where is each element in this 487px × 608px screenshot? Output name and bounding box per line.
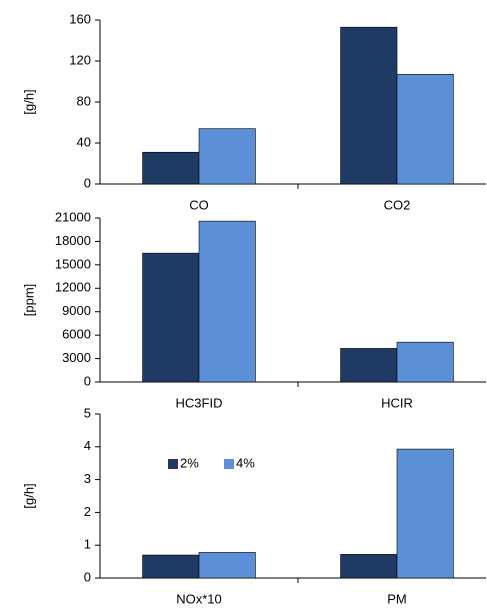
- y-axis-label: [g/h]: [21, 89, 36, 114]
- bar: [340, 26, 398, 185]
- y-tick-label: 3: [84, 471, 91, 486]
- x-tick-label: NOx*10: [176, 591, 222, 606]
- y-axis-label: [ppm]: [21, 284, 36, 317]
- bar: [396, 341, 454, 383]
- bar: [198, 128, 256, 185]
- y-axis-label: [g/h]: [21, 483, 36, 508]
- y-tick-label: 160: [69, 11, 91, 26]
- y-tick-label: 15000: [55, 256, 91, 271]
- x-tick-label: CO: [189, 197, 209, 212]
- legend-label: 2%: [180, 455, 199, 470]
- legend-swatch: [168, 459, 178, 469]
- y-tick-label: 6000: [62, 327, 91, 342]
- x-tick-label: PM: [387, 591, 407, 606]
- x-tick-label: HCIR: [381, 395, 413, 410]
- y-tick-label: 120: [69, 52, 91, 67]
- y-tick-label: 21000: [55, 209, 91, 224]
- y-tick-label: 2: [84, 504, 91, 519]
- y-tick-label: 0: [84, 175, 91, 190]
- y-tick-label: 3000: [62, 350, 91, 365]
- y-tick-label: 18000: [55, 233, 91, 248]
- y-tick-label: 80: [77, 93, 91, 108]
- bar: [142, 252, 200, 383]
- y-tick-label: 9000: [62, 303, 91, 318]
- y-tick-label: 5: [84, 405, 91, 420]
- bar: [396, 448, 454, 579]
- bar: [142, 554, 200, 579]
- y-tick-label: 0: [84, 569, 91, 584]
- x-tick-label: CO2: [384, 197, 411, 212]
- y-tick-label: 1: [84, 537, 91, 552]
- bar: [198, 220, 256, 383]
- bar: [396, 74, 454, 185]
- legend-swatch: [224, 459, 234, 469]
- y-tick-label: 4: [84, 438, 91, 453]
- bar: [198, 552, 256, 579]
- bar: [340, 554, 398, 579]
- bar: [340, 348, 398, 383]
- legend-label: 4%: [236, 455, 255, 470]
- bar: [142, 151, 200, 185]
- y-tick-label: 40: [77, 134, 91, 149]
- y-tick-label: 0: [84, 373, 91, 388]
- y-tick-label: 12000: [55, 280, 91, 295]
- x-tick-label: HC3FID: [176, 395, 223, 410]
